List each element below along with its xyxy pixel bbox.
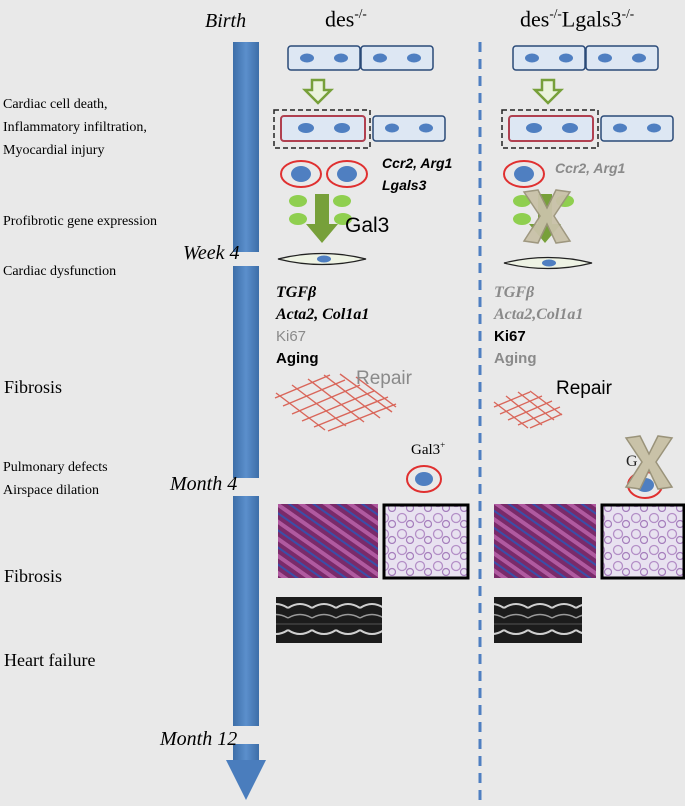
ko-macrophage <box>503 160 545 188</box>
ko-heart-histology-image <box>494 504 596 578</box>
ko-repair: Repair <box>556 378 612 399</box>
ko-fibroblast <box>503 256 593 270</box>
des-down-arrow-1 <box>301 78 335 105</box>
ko-gal3-block-x-icon <box>624 435 674 490</box>
des-genes-ccr2-arg1: Ccr2, Arg1 <box>382 155 453 171</box>
label-inflammatory: Inflammatory infiltration, <box>3 120 147 135</box>
des-gal3-positive-label: Gal3+ <box>411 440 446 458</box>
timeline-birth: Birth <box>205 10 247 32</box>
des-fibroblast <box>277 252 367 266</box>
timeline-month12: Month 12 <box>160 728 238 750</box>
label-heart-failure: Heart failure <box>4 650 96 670</box>
label-injury: Myocardial injury <box>3 143 105 158</box>
label-dysfunction: Cardiac dysfunction <box>3 264 117 279</box>
ko-gal3-positive-blocked: G <box>624 435 674 499</box>
des-gal3-arrow <box>306 194 338 243</box>
ko-fibrosis-mesh <box>493 390 563 429</box>
des-damaged-cardiomyocytes <box>273 109 446 149</box>
ko-cardiomyocytes-top <box>512 45 659 71</box>
ko-lung-histology-image <box>600 503 685 580</box>
ko-damaged-cardiomyocytes <box>501 109 674 149</box>
des-genes-lgals3: Lgals3 <box>382 177 427 193</box>
ko-column-header: des-/-Lgals3-/- <box>520 6 635 32</box>
svg-text:G: G <box>626 453 638 470</box>
des-macrophages <box>280 160 368 188</box>
label-profibrotic: Profibrotic gene expression <box>3 214 157 229</box>
timeline-week4: Week 4 <box>183 242 240 264</box>
label-pulmonary: Pulmonary defects <box>3 460 108 475</box>
label-cell-death: Cardiac cell death, <box>3 97 108 112</box>
des-lung-histology-image <box>382 503 470 580</box>
label-fibrosis-1: Fibrosis <box>4 377 63 397</box>
des-echocardiogram-image <box>276 597 382 643</box>
des-aging: Aging <box>276 350 319 367</box>
des-tgfb: TGFβ <box>276 284 317 301</box>
ko-aging: Aging <box>494 350 537 367</box>
ko-genes-ccr2-arg1: Ccr2, Arg1 <box>555 160 626 176</box>
des-ki67: Ki67 <box>276 328 307 345</box>
des-gal3-positive-cell <box>406 465 442 493</box>
timeline-month4: Month 4 <box>170 473 238 495</box>
des-column-header: des-/- <box>325 6 367 32</box>
ko-echocardiogram-image <box>494 597 582 643</box>
des-heart-histology-image <box>278 504 378 578</box>
timeline-bar <box>226 42 266 800</box>
des-acta2-col1a1: Acta2, Col1a1 <box>276 306 370 323</box>
des-gal3-dots <box>289 195 352 225</box>
ko-block-x-icon <box>522 189 572 244</box>
des-cardiomyocytes-top <box>287 45 434 71</box>
des-fibrosis-mesh <box>274 373 397 432</box>
label-airspace: Airspace dilation <box>3 483 100 498</box>
des-gal3-label: Gal3 <box>345 214 390 237</box>
des-repair: Repair <box>356 368 412 389</box>
ko-down-arrow-1 <box>531 78 565 105</box>
ko-ki67: Ki67 <box>494 328 526 345</box>
label-fibrosis-2: Fibrosis <box>4 566 63 586</box>
ko-acta2-col1a1: Acta2,Col1a1 <box>494 306 584 323</box>
ko-tgfb: TGFβ <box>494 284 535 301</box>
